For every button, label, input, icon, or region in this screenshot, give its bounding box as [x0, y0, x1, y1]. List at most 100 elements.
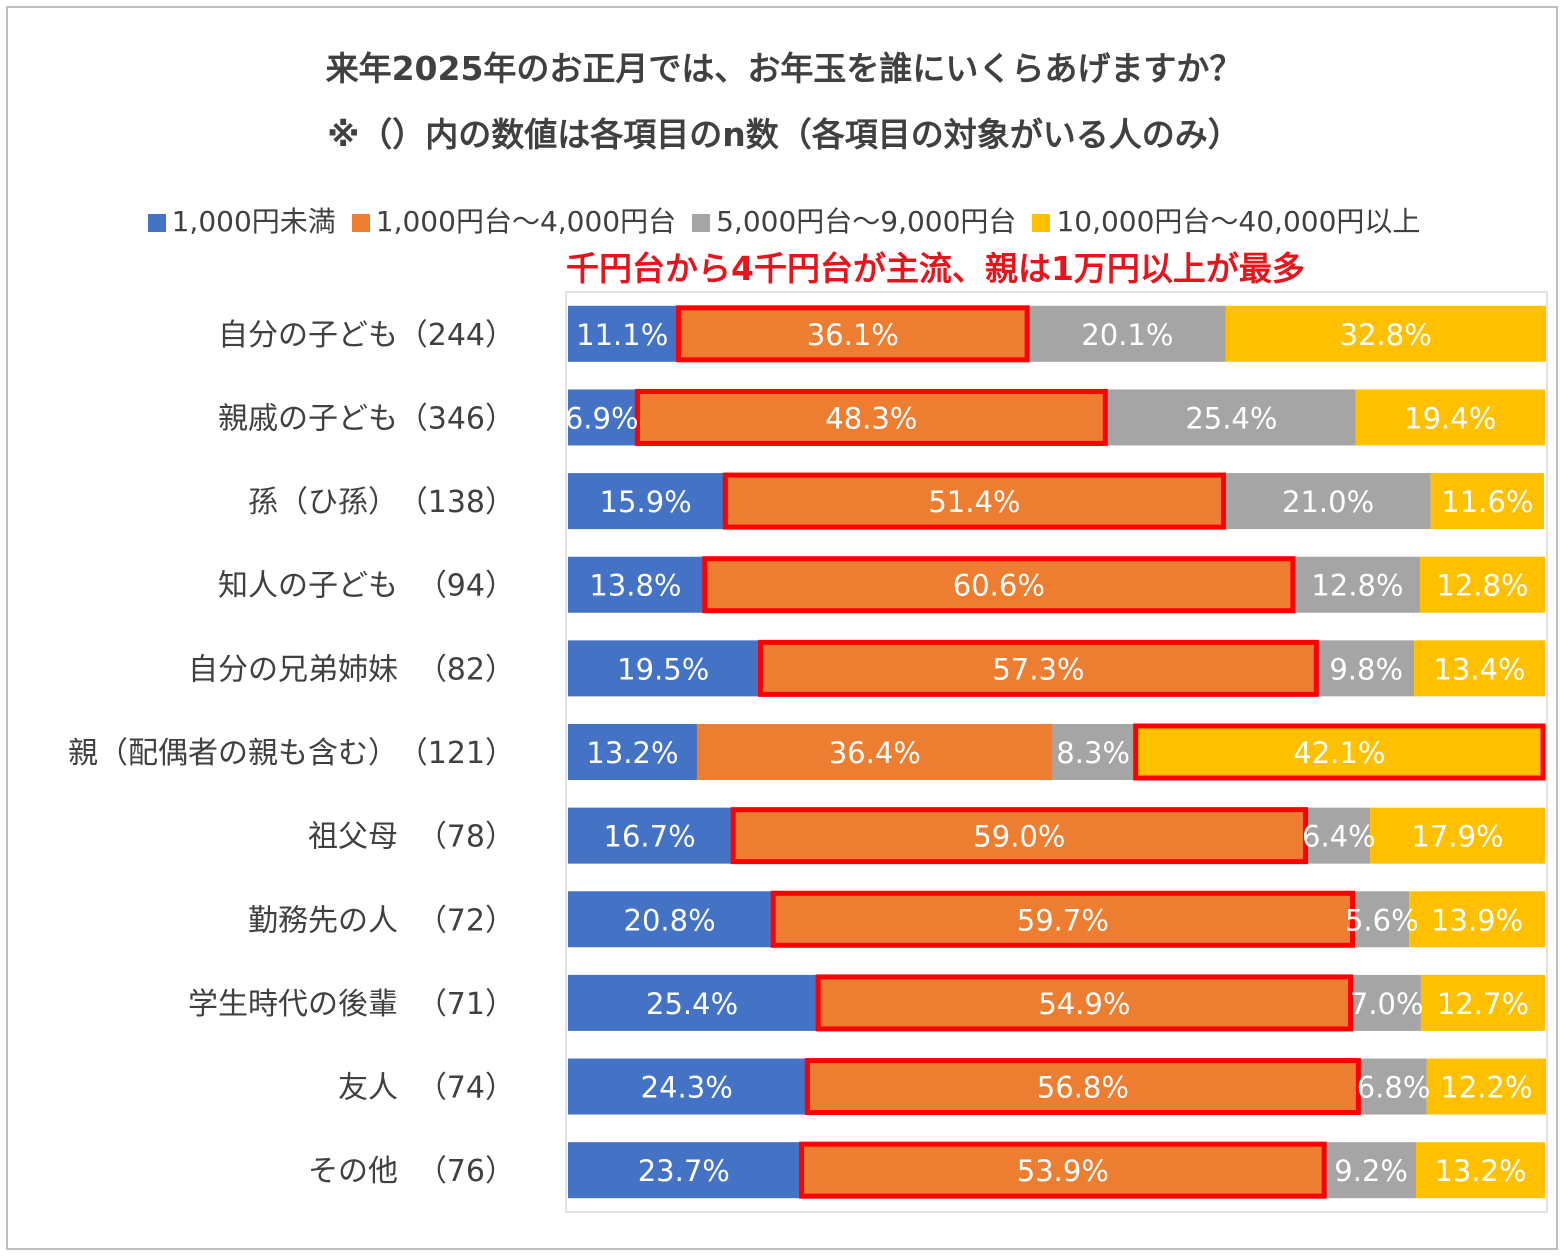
data-label: 13.4%: [1433, 652, 1525, 686]
data-label: 59.0%: [973, 820, 1065, 854]
n-label: （71）: [417, 987, 515, 1022]
bar-segment: [1354, 891, 1410, 948]
bar-segment: [1416, 1142, 1545, 1199]
data-label: 20.8%: [624, 903, 716, 937]
category-label: 学生時代の後輩: [188, 987, 398, 1022]
data-label: 59.7%: [1017, 903, 1109, 937]
bar-segment: [1426, 1058, 1546, 1115]
highlight-annotation: 千円台から4千円台が主流、親は1万円以上が最多: [566, 249, 1305, 288]
bar-segment: [568, 974, 817, 1031]
bar-segment: [568, 724, 697, 780]
bar-segment: [1294, 556, 1420, 613]
bar-segment: [799, 1142, 1327, 1199]
n-label: （72）: [417, 903, 515, 938]
category-label: 知人の子ども: [218, 569, 398, 604]
n-label: （94）: [417, 569, 515, 604]
data-label: 60.6%: [953, 569, 1045, 603]
highlight-box: [730, 807, 1309, 865]
bar-segment: [635, 389, 1108, 446]
bar-segment: [568, 807, 732, 864]
bar-segment: [1225, 473, 1431, 530]
data-label: 16.7%: [604, 820, 696, 854]
data-label: 19.4%: [1404, 401, 1496, 435]
data-label: 12.2%: [1440, 1071, 1532, 1105]
data-label: 54.9%: [1038, 987, 1130, 1021]
bar-segment: [568, 1058, 806, 1115]
bar-segment: [568, 556, 703, 613]
bar-segment: [1355, 389, 1545, 446]
n-label: （76）: [417, 1154, 515, 1189]
bar-segment: [1360, 1058, 1427, 1115]
bar-segment: [1029, 305, 1226, 362]
category-label: 親（配偶者の親も含む）: [68, 736, 398, 771]
n-label: （121）: [398, 736, 515, 771]
legend-item-0: 1,000円未満: [147, 200, 336, 240]
bar-segment: [568, 891, 772, 948]
highlight-box: [675, 305, 1030, 363]
data-label: 9.8%: [1329, 652, 1403, 686]
data-label: 42.1%: [1293, 736, 1385, 770]
data-label: 23.7%: [638, 1154, 730, 1188]
bar-segment: [568, 389, 636, 446]
data-label: 13.2%: [586, 736, 678, 770]
data-label: 57.3%: [992, 652, 1084, 686]
bar-segment: [568, 1142, 800, 1199]
n-label: （78）: [417, 820, 515, 855]
legend: 1,000円未満 1,000円台～4,000円台 5,000円台～9,000円台 10…: [0, 200, 1568, 240]
n-label: （138）: [398, 485, 515, 520]
bar-segment: [696, 724, 1053, 780]
data-label: 53.9%: [1017, 1154, 1109, 1188]
legend-swatch-2: [692, 214, 711, 232]
data-label: 5.6%: [1345, 903, 1419, 937]
bar-segment: [731, 807, 1308, 864]
bar-segment: [1052, 724, 1134, 780]
legend-swatch-1: [351, 214, 370, 232]
legend-item-3: 10,000円台～40,000円以上: [1032, 200, 1420, 240]
category-label: 自分の兄弟姉妹: [188, 652, 398, 687]
bar-segment: [568, 305, 677, 362]
highlight-box: [722, 472, 1227, 530]
n-label: （244）: [398, 318, 515, 353]
data-label: 12.7%: [1437, 987, 1529, 1021]
legend-swatch-0: [147, 214, 166, 232]
bar-segment: [1225, 305, 1546, 362]
category-label: 勤務先の人: [248, 903, 398, 938]
legend-label-0: 1,000円未満: [171, 205, 336, 238]
data-label: 17.9%: [1411, 820, 1503, 854]
data-label: 51.4%: [928, 485, 1020, 519]
legend-label-2: 5,000円台～9,000円台: [716, 205, 1017, 238]
data-label: 32.8%: [1340, 318, 1432, 352]
data-label: 11.6%: [1441, 485, 1533, 519]
data-label: 7.0%: [1350, 987, 1424, 1021]
data-label: 15.9%: [600, 485, 692, 519]
data-label: 6.4%: [1302, 820, 1376, 854]
bar-segment: [1430, 473, 1545, 530]
chart-title: 来年2025年のお正月では、お年玉を誰にいくらあげますか？: [325, 49, 1243, 88]
plot-area: [565, 291, 1548, 1213]
n-label: （346）: [398, 401, 515, 436]
bar-segment: [1133, 724, 1545, 780]
bar-segment: [1352, 974, 1421, 1031]
data-label: 13.8%: [589, 569, 681, 603]
bar-segment: [1409, 891, 1545, 948]
bar-segment: [568, 640, 759, 697]
highlight-box: [815, 974, 1354, 1032]
data-label: 8.3%: [1056, 736, 1130, 770]
highlight-box: [799, 1141, 1327, 1199]
chart-subtitle: ※（）内の数値は各項目のn数（各項目の対象がいる人のみ）: [327, 115, 1241, 154]
data-label: 24.3%: [641, 1071, 733, 1105]
chart-frame: [6, 6, 1558, 1250]
data-label: 13.2%: [1434, 1154, 1526, 1188]
bar-segment: [1107, 389, 1356, 446]
data-label: 19.5%: [617, 652, 709, 686]
category-label: 孫（ひ孫）: [248, 485, 398, 520]
bar-segment: [1318, 640, 1415, 697]
category-label: 友人: [338, 1071, 398, 1106]
legend-swatch-3: [1032, 214, 1051, 232]
data-label: 20.1%: [1081, 318, 1173, 352]
bar-segment: [758, 640, 1319, 697]
legend-label-3: 10,000円台～40,000円以上: [1056, 205, 1421, 238]
data-label: 12.8%: [1436, 569, 1528, 603]
highlight-box: [770, 890, 1355, 948]
